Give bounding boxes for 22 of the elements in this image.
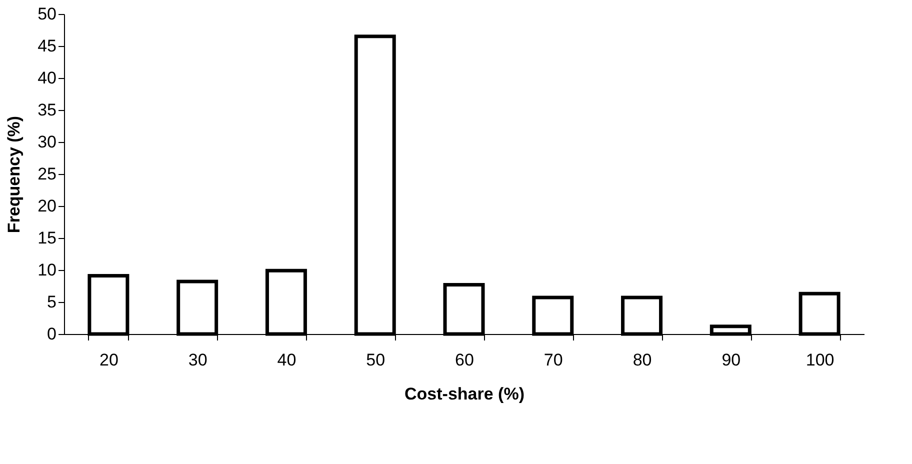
y-tick-label: 45 (38, 36, 56, 56)
x-tick-label: 90 (722, 350, 741, 370)
x-axis-title: Cost-share (%) (404, 384, 524, 404)
y-axis-title: Frequency (%) (4, 116, 24, 234)
y-tick-label: 0 (47, 324, 56, 344)
y-tick-label: 35 (38, 100, 56, 120)
x-tick-label: 50 (366, 350, 386, 370)
y-tick-label: 50 (38, 4, 56, 24)
y-tick-label: 25 (38, 164, 56, 184)
y-tick-label: 15 (38, 228, 56, 248)
y-tick-label: 30 (38, 132, 56, 152)
x-tick-label: 100 (806, 350, 834, 370)
x-tick-label: 70 (544, 350, 563, 370)
x-tick-label: 40 (277, 350, 296, 370)
y-tick-label: 40 (38, 68, 56, 88)
y-tick-label: 5 (47, 292, 56, 312)
y-tick-label: 20 (38, 196, 56, 216)
x-tick-label: 80 (632, 350, 652, 370)
x-tick-label: 30 (188, 350, 208, 370)
x-tick-label: 60 (455, 350, 474, 370)
x-tick-label: 20 (99, 350, 118, 370)
y-tick-label: 10 (38, 260, 56, 280)
